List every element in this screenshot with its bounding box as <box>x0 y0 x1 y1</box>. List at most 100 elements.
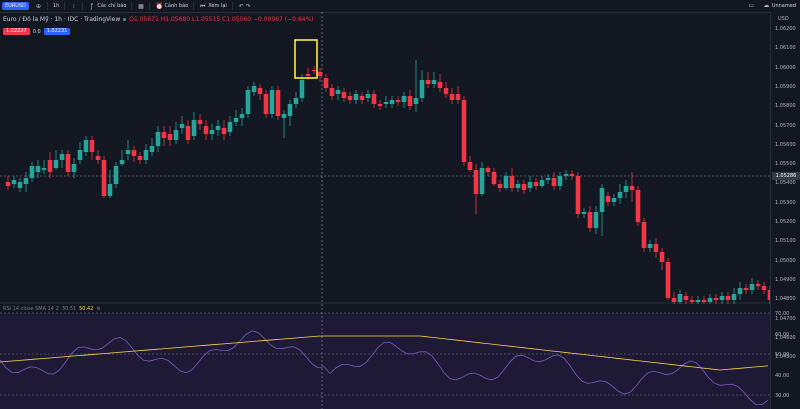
candle-body <box>161 132 167 138</box>
undo-icon[interactable]: ↶ <box>238 2 244 10</box>
candle-body <box>443 88 449 94</box>
candle-body <box>83 140 89 152</box>
rsi-tick: 50.00 <box>775 352 790 358</box>
price-chart[interactable] <box>0 0 770 409</box>
candle-body <box>659 252 665 262</box>
templates-icon[interactable]: ▦ <box>138 2 144 10</box>
alert-button[interactable]: ⏰ Cảnh báo <box>155 3 188 10</box>
rsi-legend: RSI 14 close SMA 14 2 30.51 50.42 ⚙ <box>3 306 101 312</box>
candle-body <box>545 178 551 180</box>
rsi-value-2: 50.42 <box>79 306 94 312</box>
candle-body <box>653 244 659 252</box>
price-tick: 1.04700 <box>775 315 796 322</box>
candle-body <box>353 94 359 100</box>
candle-body <box>479 168 485 194</box>
rsi-tick: 30.00 <box>775 393 790 399</box>
candle-body <box>365 94 371 98</box>
candle-body <box>419 80 425 98</box>
market-status-dot <box>123 18 127 21</box>
candle-body <box>191 120 197 136</box>
compare-plus-icon[interactable]: ⊕ <box>35 2 41 10</box>
candle-body <box>173 130 179 140</box>
candle-body <box>473 170 479 194</box>
layout-name-label: Unnamed <box>771 2 796 9</box>
price-tick: 1.05400 <box>775 180 796 187</box>
candle-body <box>53 160 59 168</box>
alert-label: Cảnh báo <box>164 3 189 9</box>
redo-icon[interactable]: ↷ <box>245 2 251 10</box>
layout-name-button[interactable]: ☁ Unnamed <box>763 2 796 9</box>
candle-body <box>731 294 737 300</box>
candle-body <box>329 88 335 96</box>
candle-body <box>197 120 203 124</box>
open-value: O1.05671 <box>129 16 159 23</box>
candle-body <box>113 166 119 184</box>
candle-body <box>509 176 515 188</box>
candle-body <box>17 182 23 188</box>
settings-icon[interactable]: ⚙ <box>96 306 101 312</box>
candle-body <box>701 300 707 302</box>
layout-icon[interactable]: ▭ <box>748 2 755 9</box>
candle-body <box>95 156 101 160</box>
high-value: H1.05680 <box>160 16 191 23</box>
candle-body <box>233 118 239 122</box>
candle-body <box>341 92 347 98</box>
candle-body <box>59 154 65 160</box>
candle-body <box>599 188 605 212</box>
rsi-sma-line <box>0 335 769 371</box>
candle-body <box>131 150 137 156</box>
candle-body <box>563 174 569 176</box>
close-value: C1.05560 <box>222 16 252 23</box>
rsi-tick: 70.00 <box>775 311 790 317</box>
candle-body <box>221 128 227 134</box>
price-tick: 1.04800 <box>775 296 796 303</box>
symbol-search-button[interactable]: EURUSD <box>2 2 29 10</box>
candle-body <box>425 80 431 84</box>
divider <box>46 2 48 10</box>
candle-body <box>293 98 299 104</box>
candle-body <box>383 102 389 104</box>
candle-body <box>707 298 713 302</box>
spread-value: 0.0 <box>32 28 41 35</box>
candle-body <box>119 160 125 164</box>
candle-body <box>125 150 131 154</box>
candle-body <box>89 140 95 152</box>
price-tick: 1.06200 <box>775 26 796 32</box>
divider <box>82 2 84 10</box>
replay-button[interactable]: ⏮ Xem lại <box>199 3 227 10</box>
indicators-button[interactable]: ƒ Các chỉ báo <box>88 2 127 10</box>
candle-body <box>29 166 35 178</box>
candle-body <box>71 164 77 172</box>
sell-button[interactable]: 1.02227 <box>3 28 30 35</box>
candle-body <box>11 180 17 184</box>
candle-body <box>569 174 575 176</box>
bid-ask-row: 1.02227 0.0 1.02231 <box>3 28 71 35</box>
price-tick: 1.05800 <box>775 103 796 110</box>
candle-body <box>683 296 689 300</box>
price-axis[interactable]: 1.06200 1.06100 1.06000 1.05900 1.05800 1.057… <box>770 12 800 409</box>
candle-body <box>149 146 155 152</box>
buy-button[interactable]: 1.02231 <box>43 28 71 35</box>
candle-body <box>401 96 407 102</box>
candle-body <box>65 154 71 172</box>
candle-body <box>581 212 587 214</box>
indicators-icon: ƒ <box>90 2 93 10</box>
candle-body <box>557 176 563 186</box>
low-value: L1.05515 <box>191 16 221 23</box>
candle-body <box>227 122 233 132</box>
cloud-icon: ☁ <box>763 2 770 9</box>
rsi-label: RSI 14 close SMA 14 2 <box>3 306 59 312</box>
candle-body <box>497 184 503 188</box>
candle-body <box>251 86 257 92</box>
candle-body <box>437 82 443 88</box>
candle-body <box>611 198 617 202</box>
alarm-clock-icon: ⏰ <box>155 2 163 10</box>
candle-body <box>239 114 245 118</box>
candle-body <box>359 96 365 100</box>
candles-icon[interactable]: ⧙ <box>73 2 75 10</box>
candle-body <box>455 94 461 100</box>
price-tick: 1.04600 <box>775 334 796 341</box>
price-tick: 1.05700 <box>775 122 796 129</box>
currency-selector[interactable]: USD <box>778 16 789 22</box>
interval-button[interactable]: 1h <box>52 3 60 9</box>
